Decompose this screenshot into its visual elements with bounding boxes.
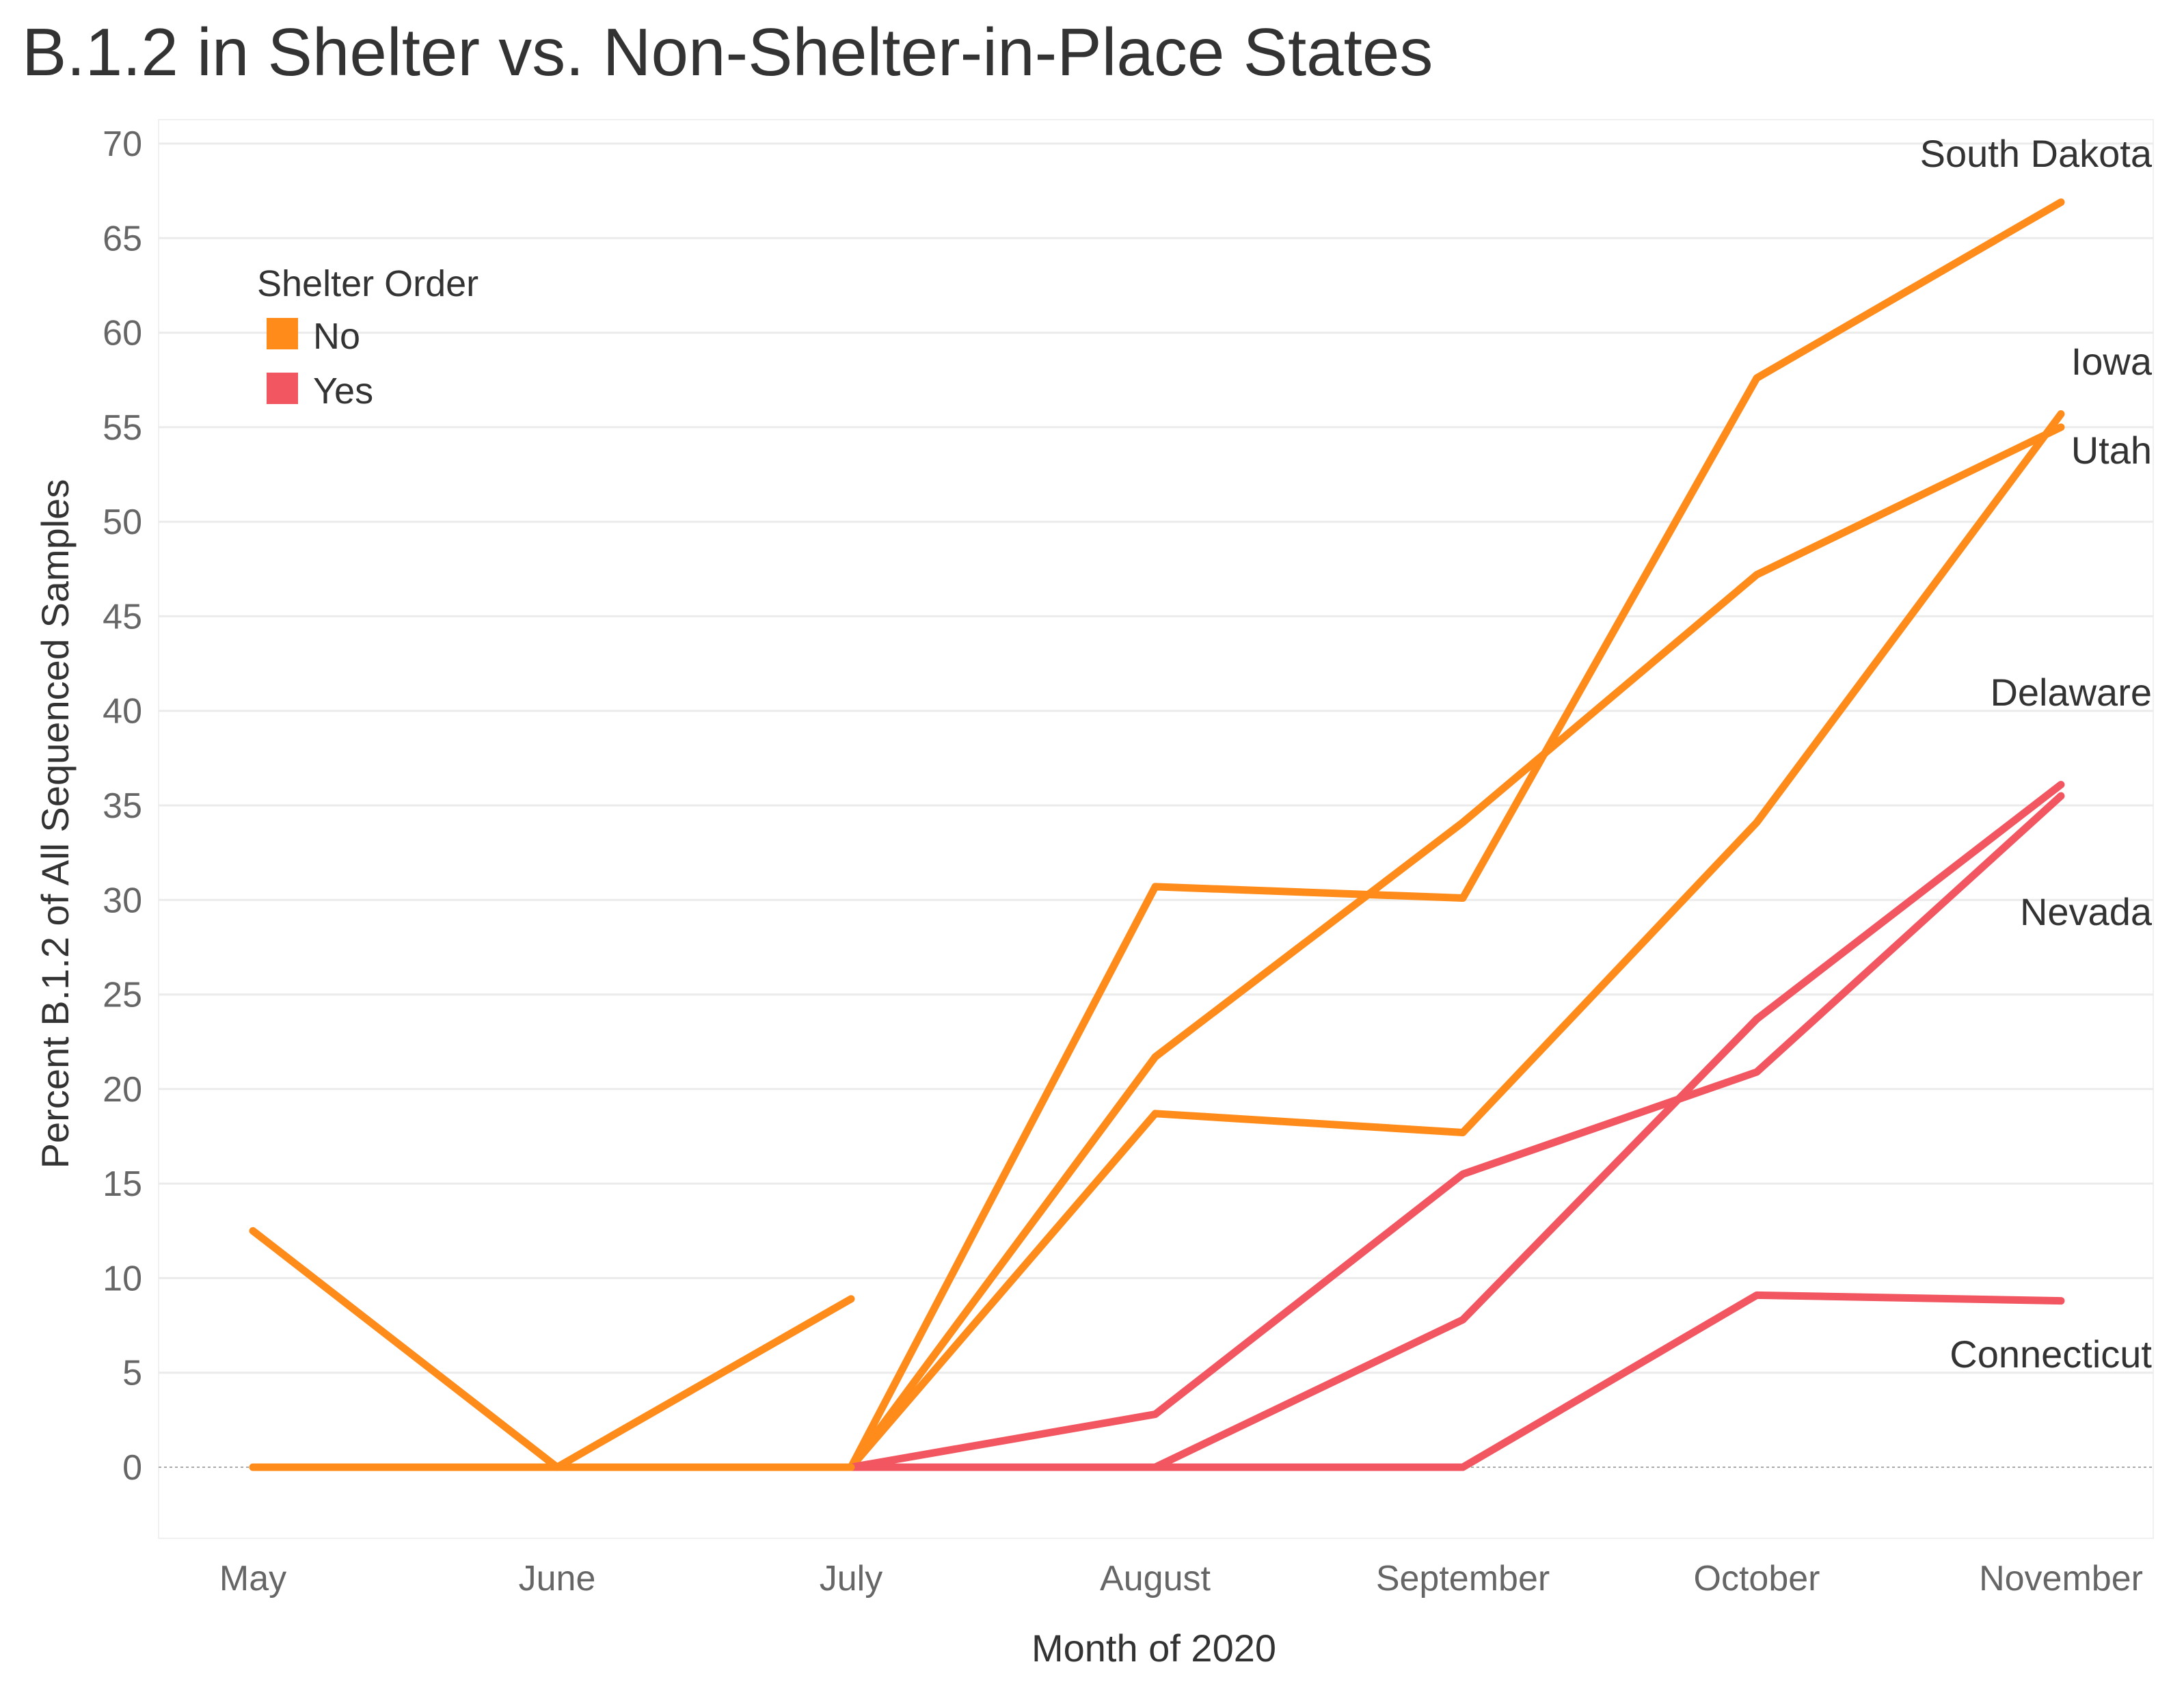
y-tick-label: 15 [103,1164,142,1204]
y-tick-label: 60 [103,314,142,353]
y-tick-label: 10 [103,1259,142,1298]
series-lines [249,198,2065,1471]
y-tick-label: 55 [103,408,142,448]
y-tick-label: 50 [103,503,142,542]
x-tick-label: June [519,1559,596,1598]
state-label: Nevada [2020,890,2153,933]
legend: Shelter Order No Yes [257,263,478,412]
y-tick-label: 0 [122,1448,142,1488]
state-label: Delaware [1990,671,2152,714]
legend-swatch-no [267,318,298,349]
legend-label-yes: Yes [313,371,373,412]
state-label: South Dakota [1920,132,2153,175]
x-tick-label: November [1979,1559,2143,1598]
y-tick-label: 5 [122,1354,142,1393]
x-tick-label: August [1100,1559,1211,1598]
state-label: Iowa [2071,340,2153,383]
y-tick-label: 35 [103,786,142,826]
y-tick-label: 25 [103,976,142,1015]
y-tick-label: 20 [103,1070,142,1110]
y-tick-label: 65 [103,219,142,258]
y-tick-label: 70 [103,124,142,164]
x-tick-label: October [1694,1559,1820,1598]
y-tick-label: 30 [103,881,142,920]
state-labels: South Dakota Iowa Utah Delaware Nevada Connec… [1920,132,2153,1376]
legend-label-no: No [313,316,360,357]
y-tick-label: 45 [103,597,142,637]
y-axis-title: Percent B.1.2 of All Sequenced Samples [33,479,77,1169]
x-tick-label: May [219,1559,286,1598]
legend-swatch-yes [267,373,298,404]
state-label: Utah [2071,429,2152,472]
series-line-utah [847,423,2065,1471]
y-tick-label: 40 [103,692,142,732]
series-line-iowa [847,410,2065,1471]
legend-title: Shelter Order [257,263,478,304]
gridlines [158,119,2154,1539]
x-axis-title: Month of 2020 [1032,1627,1276,1670]
series-line-nevada [847,792,2065,1471]
plot-frame [158,119,2154,1539]
series-line-south-dakota [847,198,2065,1471]
axes: 0 5 10 15 20 25 30 35 40 45 50 55 60 65 70 May June July A… [103,124,2143,1598]
x-tick-label: September [1376,1559,1550,1598]
chart-title: B.1.2 in Shelter vs. Non-Shelter-in-Plac… [22,14,1433,90]
state-label: Connecticut [1950,1333,2152,1376]
series-line-connecticut-low [847,1291,2065,1471]
x-tick-label: July [820,1559,882,1598]
series-line-delaware [249,1227,855,1471]
